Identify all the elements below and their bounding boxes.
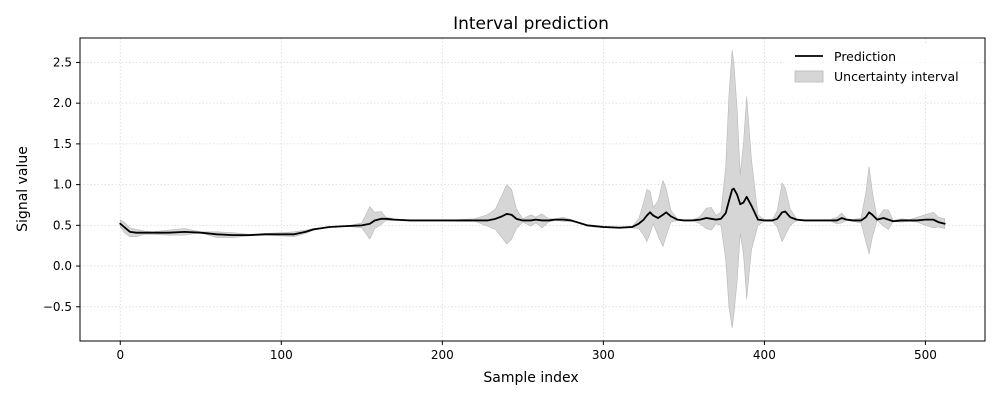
legend-swatch-uncertainty bbox=[794, 70, 824, 83]
y-tick-label: 0.5 bbox=[53, 218, 72, 232]
y-axis-ticks: −0.5 0.0 0.5 1.0 1.5 2.0 2.5 bbox=[43, 55, 80, 314]
y-axis-label: Signal value bbox=[15, 146, 31, 232]
legend-box bbox=[784, 44, 979, 91]
legend-label-prediction: Prediction bbox=[834, 49, 896, 64]
uncertainty-band-layer bbox=[119, 49, 946, 329]
y-tick-label: 2.5 bbox=[53, 55, 72, 69]
x-tick-label: 300 bbox=[592, 348, 615, 362]
y-tick-label: 0.0 bbox=[53, 259, 72, 273]
y-tick-label: 2.0 bbox=[53, 96, 72, 110]
x-axis-label: Sample index bbox=[483, 370, 578, 386]
legend-label-uncertainty: Uncertainty interval bbox=[834, 69, 959, 84]
legend: Prediction Uncertainty interval bbox=[784, 44, 979, 91]
x-tick-label: 500 bbox=[914, 348, 937, 362]
y-tick-label: 1.5 bbox=[53, 137, 72, 151]
chart-title: Interval prediction bbox=[453, 14, 609, 34]
x-tick-label: 100 bbox=[270, 348, 293, 362]
prediction-line-layer bbox=[119, 187, 946, 237]
y-tick-label: 1.0 bbox=[53, 178, 72, 192]
plot-frame bbox=[79, 37, 986, 342]
y-tick-label: −0.5 bbox=[43, 300, 72, 314]
x-tick-label: 0 bbox=[116, 348, 124, 362]
x-axis-ticks: 0 100 200 300 400 500 bbox=[116, 341, 937, 362]
x-tick-label: 400 bbox=[753, 348, 776, 362]
x-tick-label: 200 bbox=[431, 348, 454, 362]
uncertainty-interval-band bbox=[119, 49, 946, 329]
prediction-line bbox=[119, 187, 946, 237]
